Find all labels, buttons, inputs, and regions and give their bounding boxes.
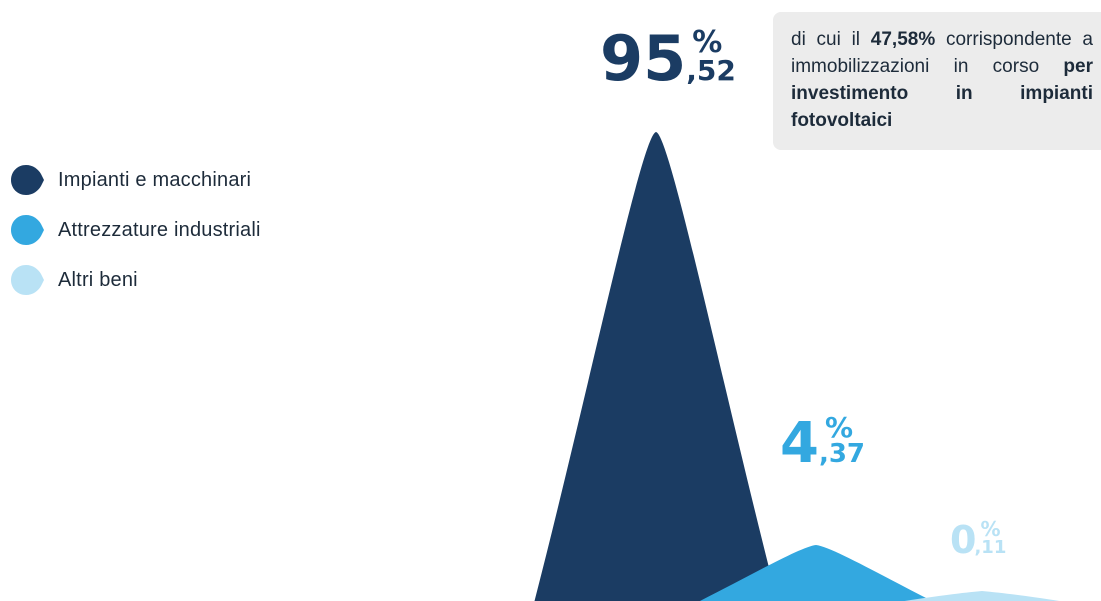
value-int-attrezzature: 4 [780, 411, 819, 476]
legend-marker-shape-impianti [11, 165, 44, 195]
note-bold-percentage: 47,58% [870, 29, 936, 50]
legend-item-attrezzature: Attrezzature industriali [10, 213, 261, 247]
note-box: di cui il 47,58% corrispondente a immobi… [773, 12, 1101, 150]
value-pct-attrezzature: % [825, 411, 853, 444]
value-dec-attrezzature: ,37 [819, 439, 865, 469]
legend: Impianti e macchinari Attrezzature indus… [10, 163, 261, 313]
value-label-attrezzature: 4,37% [780, 411, 865, 476]
value-label-altri-beni: 0,11% [950, 517, 1006, 562]
legend-label-altri-beni: Altri beni [58, 268, 138, 291]
value-int-impianti: 95 [600, 22, 686, 95]
value-dec-impianti: ,52 [686, 54, 736, 87]
note-text-1: di cui il [791, 29, 871, 50]
note-text-2: corrispondente a immobilizzazioni in cor… [791, 29, 1093, 77]
legend-marker-shape-attrezzature [11, 215, 44, 245]
legend-item-altri-beni: Altri beni [10, 263, 261, 297]
peak-attrezzature [699, 545, 933, 601]
legend-marker-attrezzature [11, 215, 44, 245]
value-pct-impianti: % [692, 25, 722, 60]
value-int-altri-beni: 0 [950, 518, 976, 562]
legend-marker-impianti [11, 165, 44, 195]
legend-label-attrezzature: Attrezzature industriali [58, 218, 261, 241]
legend-label-impianti: Impianti e macchinari [58, 168, 252, 191]
note-bold-investment: per investimento in impianti fotovoltaic… [791, 56, 1093, 131]
value-dec-altri-beni: ,11 [974, 537, 1006, 558]
legend-marker-altri-beni [11, 265, 44, 295]
peak-altri-beni [904, 591, 1060, 601]
value-label-impianti: 95,52% [600, 22, 736, 95]
legend-item-impianti: Impianti e macchinari [10, 163, 261, 197]
legend-marker-shape-altri-beni [11, 265, 44, 295]
value-pct-altri-beni: % [980, 517, 1000, 541]
peak-impianti [534, 132, 778, 601]
